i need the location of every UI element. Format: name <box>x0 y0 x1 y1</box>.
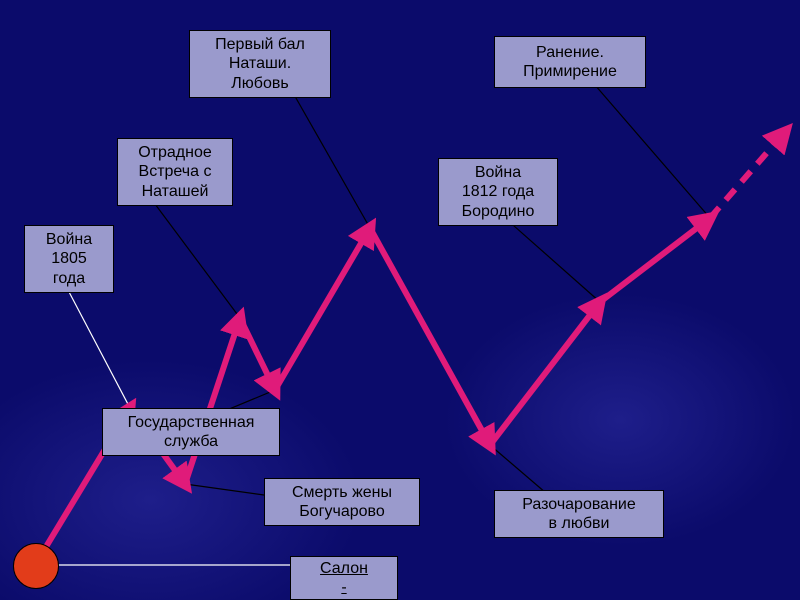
box-ball: Первый бал Наташи. Любовь <box>189 30 331 98</box>
box-wound: Ранение. Примирение <box>494 36 646 88</box>
box-salon: Салон - <box>290 556 398 600</box>
box-war1805: Война 1805 года <box>24 225 114 293</box>
box-death: Смерть жены Богучарово <box>264 478 420 526</box>
box-disapp: Разочарование в любви <box>494 490 664 538</box>
start-circle <box>13 543 59 589</box>
box-war1812: Война 1812 года Бородино <box>438 158 558 226</box>
box-gosservice: Государственная служба <box>102 408 280 456</box>
box-otradnoe: Отрадное Встреча с Наташей <box>117 138 233 206</box>
